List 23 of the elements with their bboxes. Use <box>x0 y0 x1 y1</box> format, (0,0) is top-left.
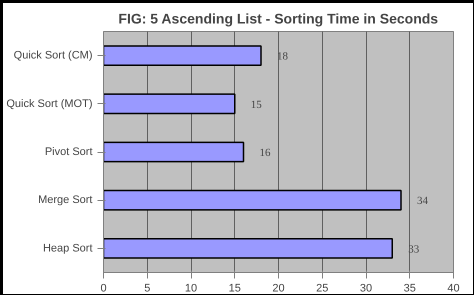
x-tick-label: 35 <box>404 282 416 294</box>
bar <box>104 238 393 259</box>
y-tick-label: Merge Sort <box>38 194 93 206</box>
y-tick-label: Heap Sort <box>42 242 93 254</box>
x-tick-label: 25 <box>316 282 328 294</box>
data-label: 16 <box>260 147 271 159</box>
data-label: 15 <box>250 98 262 111</box>
x-tick-label: 40 <box>447 282 460 294</box>
bar <box>104 45 262 66</box>
x-tick-label: 15 <box>228 282 241 294</box>
bar <box>104 93 236 114</box>
y-tick-label: Pivot Sort <box>44 146 93 158</box>
x-tick-label: 30 <box>360 282 372 294</box>
y-tick-label: Quick Sort (MOT) <box>6 98 93 110</box>
y-tick-label: Quick Sort (CM) <box>14 50 93 62</box>
x-tick-label: 5 <box>144 282 150 294</box>
chart-title: FIG: 5 Ascending List - Sorting Time in Seconds <box>118 10 438 26</box>
data-label: 34 <box>417 195 428 208</box>
x-tick-label: 10 <box>184 282 198 294</box>
bar <box>104 142 244 162</box>
x-tick-label: 20 <box>272 282 285 294</box>
x-tick-label: 0 <box>100 282 107 294</box>
bar <box>104 190 402 211</box>
